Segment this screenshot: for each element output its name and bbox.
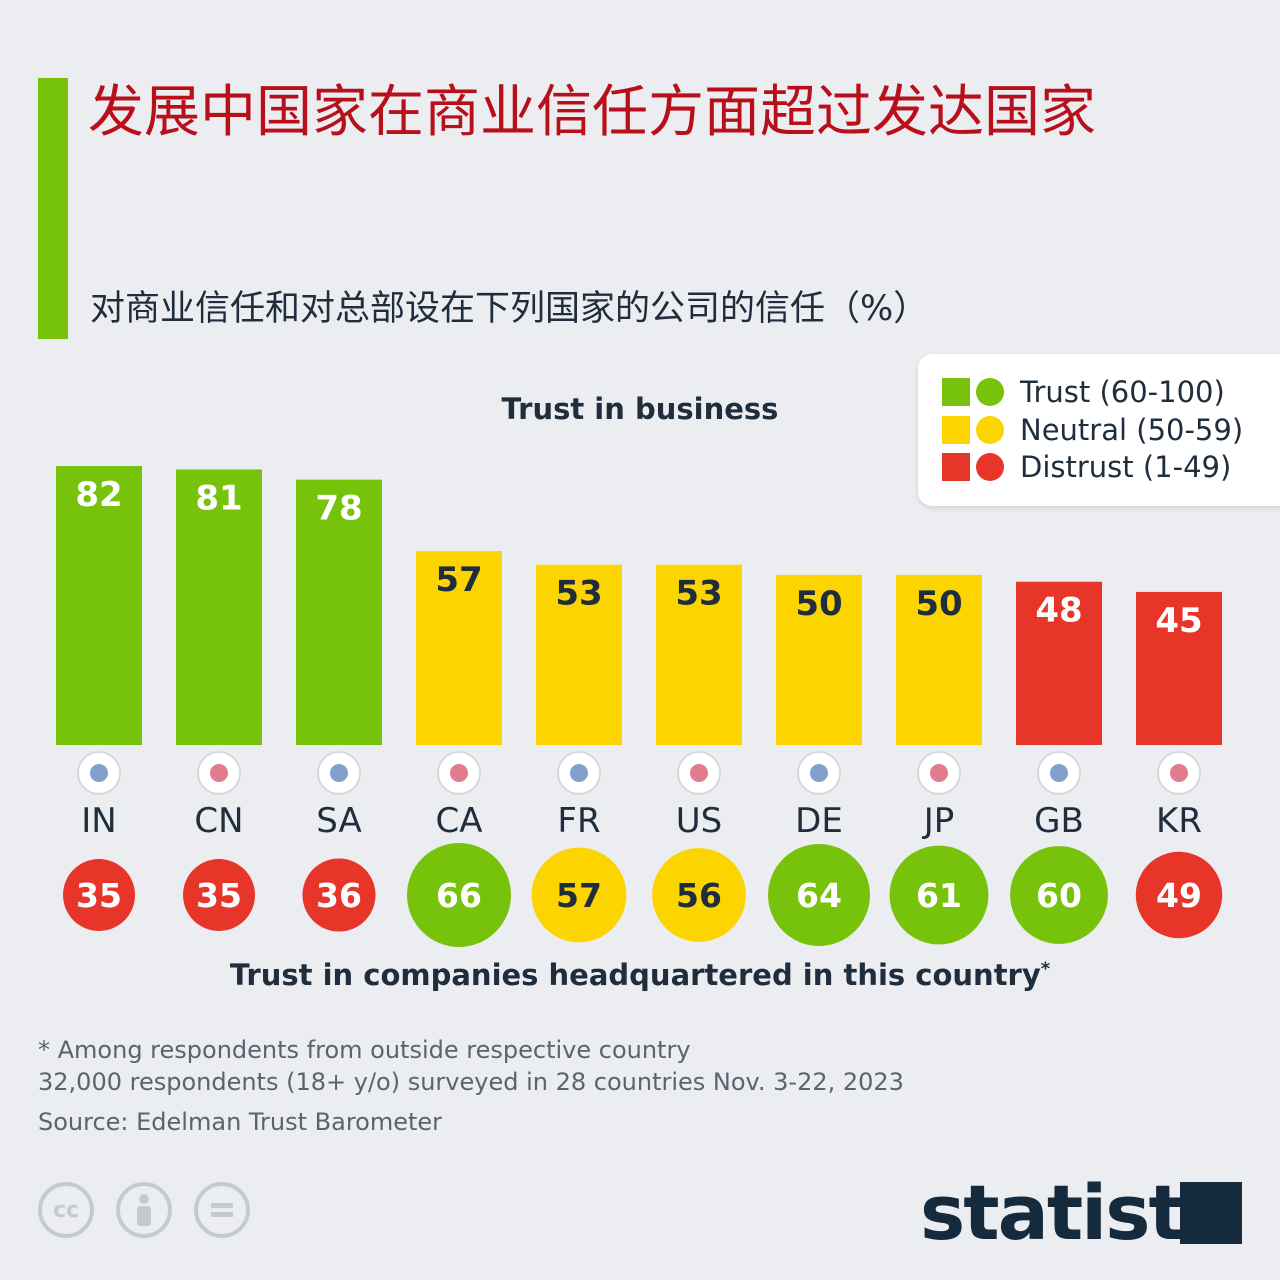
legend-item-neutral: Neutral (50-59)	[942, 412, 1243, 448]
bar-de	[776, 574, 862, 745]
chart-subtitle: 对商业信任和对总部设在下列国家的公司的信任（%）	[90, 289, 929, 329]
brand-mark-icon	[1180, 1182, 1242, 1244]
bar-value-label: 82	[75, 475, 122, 515]
section-title-trust-in-business: Trust in business	[501, 392, 779, 426]
survey-note: 32,000 respondents (18+ y/o) surveyed in…	[38, 1068, 904, 1096]
country-label: US	[676, 801, 722, 841]
bar-value-label: 53	[675, 574, 722, 614]
bar-value-label: 53	[555, 574, 602, 614]
chart-title: 发展中国家在商业信任方面超过发达国家	[88, 80, 1096, 145]
legend-circle-icon	[976, 378, 1004, 406]
country-label: IN	[81, 801, 116, 841]
legend-circle-icon	[976, 416, 1004, 444]
flag-emblem-icon	[570, 764, 588, 782]
legend-item-distrust: Distrust (1-49)	[942, 449, 1231, 485]
attribution-icon[interactable]	[116, 1182, 172, 1238]
bar-us	[656, 564, 742, 745]
section-title-companies: Trust in companies headquartered in this…	[160, 958, 1120, 992]
company-trust-value: 60	[1036, 876, 1082, 915]
company-trust-circle-jp	[889, 845, 989, 945]
legend: Trust (60-100) Neutral (50-59) Distrust …	[918, 354, 1280, 506]
company-trust-circle-gb	[1010, 846, 1108, 944]
country-label: FR	[557, 801, 600, 841]
bar-in	[56, 466, 142, 745]
company-trust-circle-us	[652, 848, 746, 942]
flag-emblem-icon	[690, 764, 708, 782]
bar-value-label: 45	[1155, 601, 1202, 641]
bar-value-label: 50	[795, 584, 842, 624]
bar-kr	[1136, 591, 1222, 745]
company-trust-circle-de	[768, 844, 870, 946]
legend-label-distrust: Distrust (1-49)	[1020, 450, 1232, 484]
legend-circle-icon	[976, 453, 1004, 481]
company-trust-value: 49	[1156, 876, 1202, 915]
legend-square-icon	[942, 378, 970, 406]
company-trust-circle-kr	[1135, 851, 1223, 939]
company-trust-value: 66	[436, 876, 482, 915]
company-trust-value: 57	[556, 876, 602, 915]
company-trust-circle-sa	[302, 858, 376, 932]
company-trust-circle-fr	[531, 847, 627, 943]
country-label: SA	[316, 801, 361, 841]
country-label: GB	[1034, 801, 1084, 841]
flag-emblem-icon	[90, 764, 108, 782]
legend-label-trust: Trust (60-100)	[1020, 375, 1225, 409]
flag-emblem-icon	[450, 764, 468, 782]
company-trust-value: 35	[196, 876, 242, 915]
country-label: CA	[436, 801, 483, 841]
company-trust-value: 64	[796, 876, 842, 915]
country-label: DE	[795, 801, 843, 841]
legend-label-neutral: Neutral (50-59)	[1020, 413, 1244, 447]
bar-value-label: 48	[1035, 591, 1082, 631]
legend-square-icon	[942, 453, 970, 481]
company-trust-circle-ca	[407, 843, 511, 947]
flag-emblem-icon	[930, 764, 948, 782]
flag-emblem-icon	[810, 764, 828, 782]
flag-emblem-icon	[1170, 764, 1188, 782]
legend-square-icon	[942, 416, 970, 444]
company-trust-value: 36	[316, 876, 362, 915]
bar-cn	[176, 469, 262, 745]
flag-emblem-icon	[330, 764, 348, 782]
bar-value-label: 78	[315, 489, 362, 529]
bottom-title-mark: *	[1040, 958, 1051, 980]
footnote: * Among respondents from outside respect…	[38, 1036, 691, 1064]
bar-ca	[416, 551, 502, 745]
bottom-title-text: Trust in companies headquartered in this…	[229, 958, 1041, 992]
bar-value-label: 50	[915, 584, 962, 624]
company-trust-value: 61	[916, 876, 962, 915]
bar-fr	[536, 564, 622, 745]
accent-bar	[38, 78, 68, 339]
flag-emblem-icon	[210, 764, 228, 782]
source-note: Source: Edelman Trust Barometer	[38, 1108, 443, 1136]
company-trust-value: 56	[676, 876, 722, 915]
legend-item-trust: Trust (60-100)	[942, 374, 1225, 410]
country-label: KR	[1156, 801, 1202, 841]
country-label: CN	[194, 801, 243, 841]
country-label: JP	[922, 801, 955, 841]
bar-value-label: 81	[195, 478, 242, 518]
company-trust-value: 35	[76, 876, 122, 915]
flag-emblem-icon	[1050, 764, 1068, 782]
bar-sa	[296, 479, 382, 745]
bar-gb	[1016, 581, 1102, 745]
no-derivatives-icon[interactable]	[194, 1182, 250, 1238]
cc-icon[interactable]: cc	[38, 1182, 94, 1238]
company-trust-circle-in	[63, 859, 135, 931]
bar-jp	[896, 574, 982, 745]
company-trust-circle-cn	[183, 859, 255, 931]
bar-value-label: 57	[435, 560, 482, 600]
